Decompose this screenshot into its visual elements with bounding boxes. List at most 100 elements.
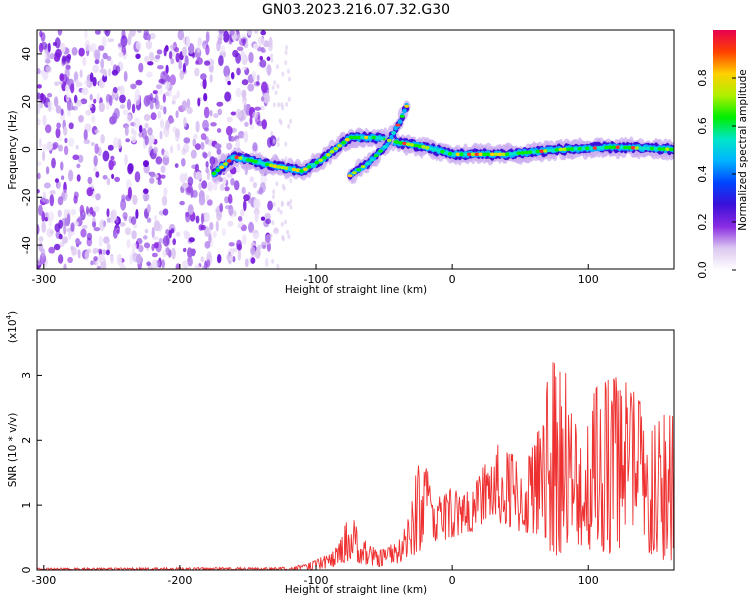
noise-blob: [157, 110, 162, 120]
signal-core-peak: [402, 141, 407, 146]
noise-blob: [235, 52, 242, 64]
noise-blob: [130, 216, 137, 225]
noise-blob: [135, 40, 142, 50]
noise-blob: [272, 102, 276, 108]
noise-blob: [126, 239, 131, 248]
noise-blob: [99, 219, 105, 232]
signal-core-peak: [215, 168, 221, 173]
signal-core-peak: [322, 156, 327, 160]
noise-blob: [247, 30, 253, 36]
noise-blob: [289, 199, 293, 205]
noise-blob: [162, 70, 168, 76]
noise-blob: [284, 141, 288, 147]
signal-core-peak: [493, 152, 499, 157]
signal-core-peak: [404, 104, 410, 108]
noise-blob: [252, 142, 258, 152]
noise-blob: [252, 111, 259, 120]
noise-blob: [66, 80, 71, 86]
noise-blob: [127, 186, 132, 199]
noise-blob: [76, 163, 81, 169]
noise-blob: [125, 138, 131, 143]
noise-blob: [202, 119, 209, 131]
noise-blob: [107, 38, 115, 43]
noise-blob: [204, 212, 210, 222]
noise-blob: [131, 135, 137, 144]
noise-blob: [164, 91, 169, 97]
noise-blob: [163, 187, 168, 196]
noise-blob: [229, 30, 235, 36]
noise-blob: [192, 51, 195, 59]
noise-blob: [110, 155, 115, 161]
noise-blob: [165, 229, 170, 235]
signal-core-peak: [566, 147, 571, 151]
noise-blob: [163, 47, 167, 57]
noise-blob: [235, 108, 242, 119]
noise-blob: [93, 227, 101, 232]
noise-blob: [248, 52, 254, 64]
noise-blob: [57, 30, 63, 36]
noise-blob: [288, 76, 291, 82]
signal-core-peak: [295, 168, 301, 172]
noise-blob: [143, 30, 149, 36]
signal-core-peak: [600, 145, 606, 150]
colorbar-ticks: 0.0 0.2 0.4 0.6 0.8: [696, 69, 736, 279]
noise-blob: [279, 120, 283, 126]
noise-blob: [119, 104, 126, 109]
noise-blob: [233, 247, 237, 252]
noise-blob: [102, 74, 108, 83]
noise-blob: [73, 195, 78, 204]
noise-blob: [216, 40, 221, 52]
noise-blob: [151, 259, 158, 269]
noise-blob: [61, 236, 69, 244]
noise-blob: [270, 130, 274, 136]
noise-blob: [185, 211, 191, 223]
noise-blob: [122, 212, 128, 220]
noise-blob: [155, 84, 163, 89]
noise-blob: [52, 142, 59, 149]
signal-core-peak: [367, 135, 373, 140]
noise-blob: [202, 152, 208, 159]
noise-blob: [144, 135, 149, 146]
noise-blob: [272, 194, 275, 200]
noise-blob: [170, 58, 175, 65]
noise-blob: [134, 171, 141, 183]
noise-blob: [227, 220, 234, 227]
noise-blob: [194, 163, 200, 173]
noise-blob: [190, 149, 197, 159]
noise-blob: [147, 61, 154, 66]
noise-blob: [250, 246, 256, 256]
noise-blob: [153, 146, 159, 154]
noise-blob: [289, 204, 293, 210]
figure-title: GN03.2023.216.07.32.G30: [262, 2, 450, 18]
noise-blob: [102, 249, 106, 256]
signal-core-mid: [389, 134, 394, 140]
signal-core-peak: [505, 152, 510, 156]
noise-blob: [241, 34, 247, 39]
noise-blob: [181, 148, 187, 156]
noise-blob: [221, 227, 227, 237]
signal-core-peak: [550, 148, 556, 152]
signal-core-peak: [399, 114, 405, 118]
noise-blob: [149, 102, 154, 110]
noise-blob: [240, 209, 245, 217]
noise-blob: [79, 204, 85, 215]
signal-core-peak: [378, 149, 383, 153]
noise-blob: [200, 141, 205, 150]
noise-blob: [106, 101, 110, 111]
noise-blob: [281, 183, 285, 189]
noise-blob: [160, 174, 166, 179]
noise-blob: [178, 60, 182, 70]
noise-blob: [162, 208, 169, 216]
noise-blob: [272, 138, 276, 144]
signal-core-peak: [276, 165, 282, 169]
colorbar-tick-label: 0.2: [696, 213, 709, 231]
signal-core-peak: [352, 135, 358, 140]
colorbar-tick-label: 0.8: [696, 69, 709, 87]
noise-blob: [129, 253, 133, 265]
noise-blob: [54, 37, 61, 49]
signal-core-peak: [379, 136, 384, 141]
noise-blob: [228, 133, 232, 142]
noise-blob: [254, 30, 259, 34]
noise-blob: [85, 109, 92, 116]
signal-core-peak: [318, 158, 324, 163]
